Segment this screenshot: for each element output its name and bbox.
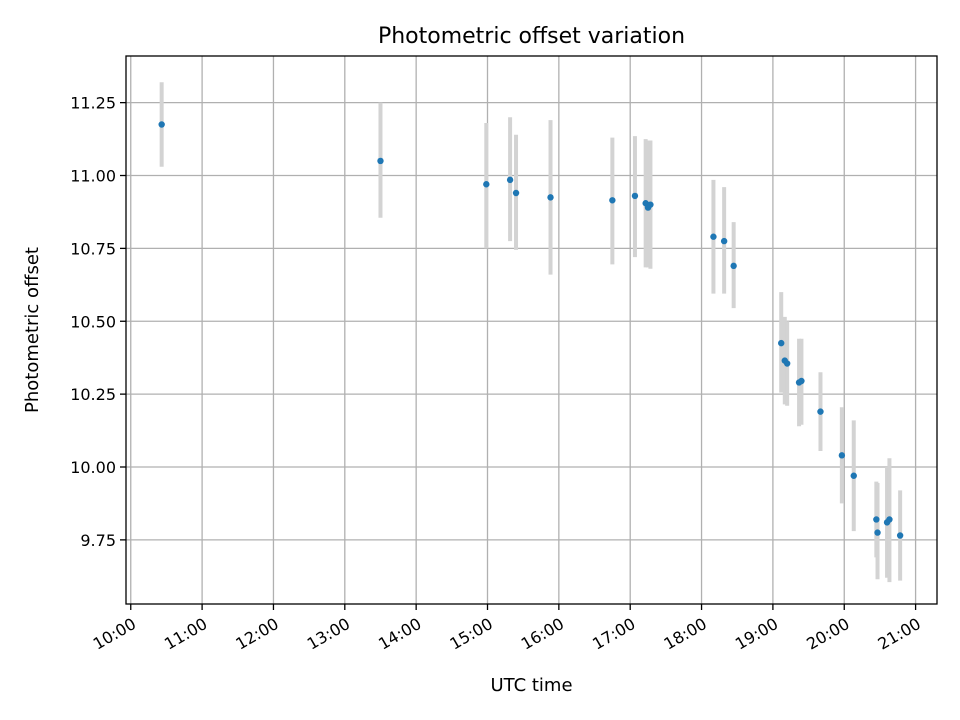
data-point [874, 529, 881, 536]
data-point [483, 181, 490, 188]
y-tick-label: 10.50 [70, 312, 116, 331]
data-points [158, 121, 904, 539]
data-point [778, 339, 785, 347]
x-tick-label: 17:00 [589, 614, 638, 654]
x-tick-label: 11:00 [161, 614, 210, 654]
y-axis: 9.75 10.00 10.25 10.50 10.75 11.00 11.25 [70, 94, 126, 550]
data-point [158, 121, 165, 128]
data-point [631, 192, 639, 200]
x-tick-label: 15:00 [446, 614, 495, 654]
x-tick-label: 21:00 [875, 614, 924, 654]
grid-lines [126, 56, 937, 604]
y-tick-label: 11.00 [70, 167, 116, 186]
x-tick-label: 20:00 [803, 614, 852, 654]
data-point [720, 237, 728, 245]
error-bars [159, 82, 903, 583]
data-point [896, 532, 904, 539]
x-tick-label: 16:00 [518, 614, 567, 654]
x-tick-label: 10:00 [90, 614, 139, 654]
data-point [817, 408, 824, 415]
x-tick-label: 18:00 [661, 614, 710, 654]
x-tick-label: 14:00 [375, 614, 424, 654]
x-axis: 10:00 11:00 12:00 13:00 14:00 15:00 16:00 17:00… [90, 604, 924, 654]
y-tick-label: 10.75 [70, 239, 116, 258]
data-point [647, 201, 654, 208]
data-point [377, 157, 384, 165]
y-axis-label: Photometric offset [22, 247, 43, 413]
data-point [798, 377, 805, 385]
y-tick-label: 10.00 [70, 458, 116, 477]
data-point [609, 197, 616, 204]
x-tick-label: 12:00 [232, 614, 281, 654]
data-point [506, 176, 514, 184]
data-point [838, 452, 846, 459]
data-point [886, 516, 893, 523]
y-tick-label: 9.75 [80, 531, 116, 550]
data-point [783, 360, 791, 367]
data-point [512, 189, 520, 197]
y-tick-label: 10.25 [70, 385, 116, 404]
data-point [730, 262, 737, 270]
x-axis-label: UTC time [490, 675, 572, 696]
x-tick-label: 19:00 [732, 614, 781, 654]
data-point [547, 194, 554, 201]
data-point [850, 472, 857, 479]
plot-frame [125, 55, 938, 605]
x-tick-label: 13:00 [304, 614, 353, 654]
y-tick-label: 11.25 [70, 94, 116, 113]
chart-title: Photometric offset variation [378, 24, 685, 49]
data-point [710, 233, 717, 240]
data-point [873, 516, 880, 523]
